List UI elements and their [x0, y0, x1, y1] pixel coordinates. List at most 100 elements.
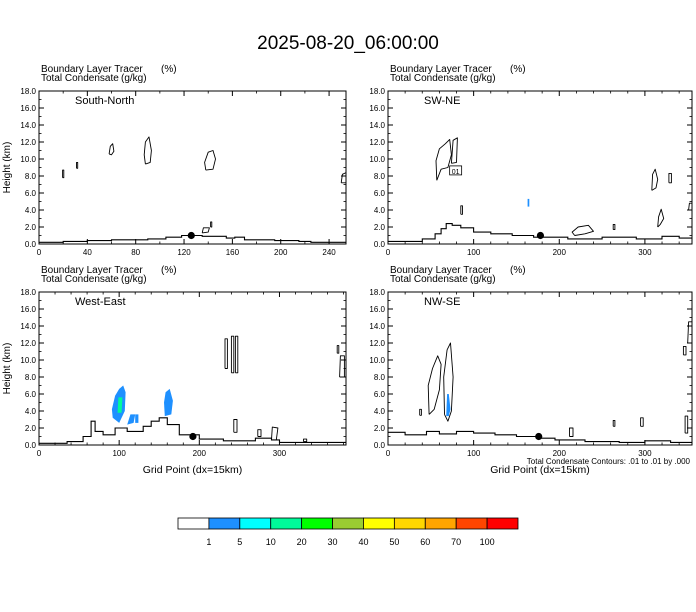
y-tick-label: 12.0 — [20, 339, 36, 348]
y-tick-label: 2.0 — [25, 424, 37, 433]
y-tick-label: 10.0 — [369, 356, 385, 365]
condensate-contour — [234, 335, 239, 374]
colorbar-swatch — [455, 517, 488, 530]
y-tick-label: 6.0 — [25, 189, 37, 198]
x-axis-label: Grid Point (dx=15km) — [490, 464, 590, 476]
y-tick-label: 0.0 — [374, 441, 386, 450]
station-marker — [535, 432, 543, 441]
condensate-contour — [682, 345, 687, 356]
condensate-contour — [143, 136, 152, 165]
panels-group: Boundary Layer Tracer (%) Total Condensate… — [2, 64, 693, 476]
tracer-fill — [127, 414, 136, 425]
plot-frame — [38, 90, 347, 245]
condensate-contour — [201, 227, 210, 234]
condensate-contour — [427, 355, 442, 415]
x-tick-label: 240 — [322, 248, 336, 257]
colorbar-swatch — [177, 517, 210, 530]
colorbar: 1 5 10 20 30 40 50 60 70 100 — [177, 517, 519, 547]
y-tick-label: 8.0 — [374, 373, 386, 382]
colorbar-label: 50 — [389, 537, 399, 547]
condensate-contour — [687, 321, 692, 344]
y-tick-label: 18.0 — [369, 87, 385, 96]
panel-sw-ne: Boundary Layer Tracer (%) Total Condensate… — [369, 64, 693, 257]
y-tick-label: 14.0 — [369, 121, 385, 130]
header-unit1: (%) — [161, 265, 177, 276]
colorbar-label: 30 — [328, 537, 338, 547]
colorbar-swatch — [363, 517, 395, 530]
header-line2: Total Condensate — [41, 73, 119, 84]
condensate-contour — [230, 335, 235, 374]
x-tick-label: 40 — [83, 248, 92, 257]
x-tick-label: 100 — [467, 248, 481, 257]
plot-area: 01 — [388, 137, 692, 242]
condensate-contour — [569, 427, 574, 437]
y-tick-label: 12.0 — [369, 138, 385, 147]
condensate-contour — [233, 419, 238, 433]
colorbar-swatch — [208, 517, 241, 530]
y-tick-label: 18.0 — [20, 87, 36, 96]
colorbar-label: 5 — [237, 537, 242, 547]
condensate-contour — [419, 408, 422, 416]
y-tick-label: 16.0 — [369, 305, 385, 314]
x-tick-label: 300 — [638, 248, 652, 257]
header-unit1: (%) — [510, 64, 526, 75]
condensate-contour — [303, 438, 308, 443]
plot-area — [39, 335, 346, 444]
x-tick-label: 0 — [37, 449, 42, 458]
x-tick-label: 200 — [553, 449, 567, 458]
x-tick-label: 0 — [386, 449, 391, 458]
y-tick-label: 12.0 — [20, 138, 36, 147]
x-tick-label: 0 — [386, 248, 391, 257]
panel-label: NW-SE — [424, 296, 460, 308]
y-tick-label: 6.0 — [25, 390, 37, 399]
panel-west-east: Boundary Layer Tracer (%) Total Condensate… — [2, 265, 347, 476]
y-tick-label: 0.0 — [25, 240, 37, 249]
header-unit2: (g/kg) — [470, 274, 496, 285]
y-axis-label: Height (km) — [2, 142, 13, 194]
tracer-fill — [446, 394, 451, 417]
colorbar-swatch — [239, 517, 272, 530]
colorbar-swatch — [424, 517, 457, 530]
x-tick-label: 300 — [273, 449, 287, 458]
terrain-line — [39, 417, 346, 444]
header-line2: Total Condensate — [390, 274, 468, 285]
y-tick-label: 8.0 — [374, 172, 386, 181]
figure-title: 2025-08-20_06:00:00 — [257, 33, 439, 54]
x-tick-label: 100 — [467, 449, 481, 458]
plot-area — [39, 136, 346, 243]
header-line1: Boundary Layer Tracer — [41, 265, 143, 276]
colorbar-swatch — [270, 517, 303, 530]
colorbar-swatch — [486, 517, 519, 530]
x-tick-label: 200 — [193, 449, 207, 458]
header-unit1: (%) — [510, 265, 526, 276]
colorbar-swatch — [301, 517, 333, 530]
x-tick-label: 80 — [131, 248, 140, 257]
panel-label: West-East — [75, 296, 126, 308]
y-tick-label: 2.0 — [25, 223, 37, 232]
y-tick-label: 16.0 — [20, 305, 36, 314]
condensate-contour — [651, 168, 659, 191]
y-tick-label: 14.0 — [20, 322, 36, 331]
header-unit1: (%) — [161, 64, 177, 75]
header-line1: Boundary Layer Tracer — [390, 64, 492, 75]
panel-label: South-North — [75, 95, 134, 107]
condensate-contour — [257, 429, 262, 437]
condensate-contour — [612, 419, 616, 427]
header-line2: Total Condensate — [41, 274, 119, 285]
y-tick-label: 10.0 — [369, 155, 385, 164]
plot-frame — [387, 90, 693, 245]
y-tick-label: 4.0 — [374, 206, 386, 215]
colorbar-label: 20 — [297, 537, 307, 547]
header-line1: Boundary Layer Tracer — [390, 265, 492, 276]
tracer-fill — [164, 388, 173, 417]
condensate-contour — [339, 355, 345, 378]
y-tick-label: 0.0 — [374, 240, 386, 249]
panel-south-north: Boundary Layer Tracer (%) Total Condensate… — [2, 64, 347, 257]
condensate-contour — [612, 223, 616, 231]
header-unit2: (g/kg) — [470, 73, 496, 84]
tracer-fill — [135, 414, 139, 423]
y-tick-label: 18.0 — [369, 288, 385, 297]
colorbar-label: 60 — [420, 537, 430, 547]
x-axis-label: Grid Point (dx=15km) — [143, 464, 243, 476]
terrain-line — [39, 234, 346, 243]
